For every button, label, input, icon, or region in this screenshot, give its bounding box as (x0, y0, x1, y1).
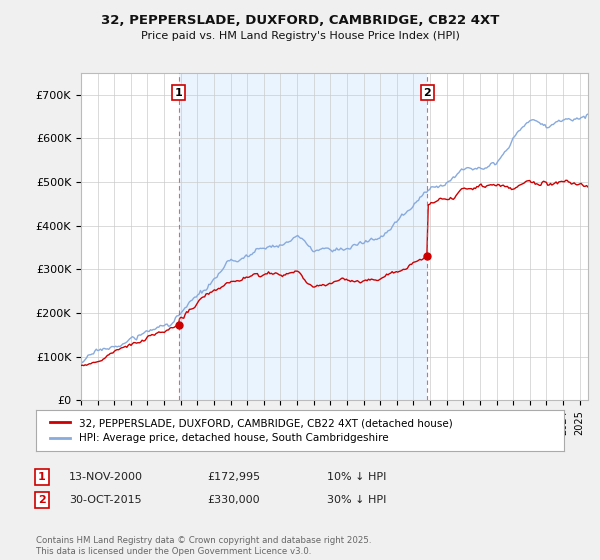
Bar (179, 73, 427, 400)
Text: 30% ↓ HPI: 30% ↓ HPI (327, 495, 386, 505)
Text: £330,000: £330,000 (207, 495, 260, 505)
Legend: 32, PEPPERSLADE, DUXFORD, CAMBRIDGE, CB22 4XT (detached house), HPI: Average pri: 32, PEPPERSLADE, DUXFORD, CAMBRIDGE, CB2… (46, 414, 457, 447)
Text: 2: 2 (38, 495, 46, 505)
Text: 1: 1 (38, 472, 46, 482)
Text: Price paid vs. HM Land Registry's House Price Index (HPI): Price paid vs. HM Land Registry's House … (140, 31, 460, 41)
Text: 32, PEPPERSLADE, DUXFORD, CAMBRIDGE, CB22 4XT: 32, PEPPERSLADE, DUXFORD, CAMBRIDGE, CB2… (101, 14, 499, 27)
Text: 13-NOV-2000: 13-NOV-2000 (69, 472, 143, 482)
Text: £172,995: £172,995 (207, 472, 260, 482)
Text: Contains HM Land Registry data © Crown copyright and database right 2025.
This d: Contains HM Land Registry data © Crown c… (36, 536, 371, 556)
Text: 2: 2 (424, 87, 431, 97)
Text: 1: 1 (175, 87, 182, 97)
Text: 30-OCT-2015: 30-OCT-2015 (69, 495, 142, 505)
Text: 10% ↓ HPI: 10% ↓ HPI (327, 472, 386, 482)
